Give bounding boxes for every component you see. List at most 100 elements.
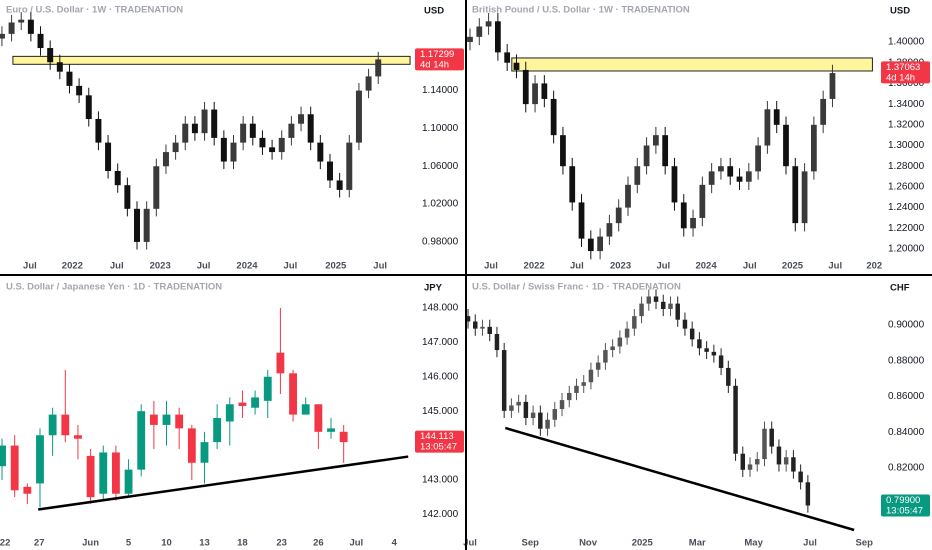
candle-body [581, 382, 586, 386]
candle-body [792, 166, 799, 224]
last-price-box [415, 48, 464, 71]
y-tick-label: 147.000 [422, 337, 459, 348]
y-tick-label: 1.26000 [888, 182, 925, 193]
countdown-label: 4d 14h [420, 59, 449, 70]
y-tick-label: 0.90000 [888, 320, 925, 331]
candle-body [501, 350, 507, 411]
candle-body [516, 401, 521, 406]
candle-body [625, 184, 631, 208]
x-tick-label: 4 [392, 538, 398, 549]
candle-body [550, 98, 557, 136]
candle-body [153, 166, 160, 209]
y-tick-label: 148.000 [422, 303, 459, 314]
x-tick-label: 202 [866, 261, 882, 272]
candle-body [85, 95, 92, 119]
candle-body [485, 21, 492, 27]
candle-body [137, 411, 146, 470]
candle-body [522, 69, 529, 105]
candle-body [494, 21, 501, 53]
x-tick-label: Jul [284, 261, 298, 272]
countdown-label: 13:05:47 [420, 442, 457, 453]
candle-body [652, 135, 659, 146]
candle-body [791, 457, 796, 472]
candle-body [610, 346, 615, 351]
candle-body [726, 367, 731, 386]
candle-body [745, 171, 752, 182]
candle-body [755, 145, 761, 172]
candle-body [639, 303, 644, 317]
candle-body [187, 428, 196, 463]
candle-body [259, 137, 266, 148]
candle-body [690, 217, 696, 229]
currency-label: JPY [424, 283, 443, 294]
candle-body [375, 59, 382, 77]
candle-body [111, 452, 120, 494]
candle-body [278, 137, 285, 153]
candle-body [201, 109, 208, 134]
x-tick-label: 2022 [62, 261, 83, 272]
y-tick-label: 1.22000 [888, 223, 925, 234]
candle-body [567, 392, 572, 401]
candle-body [263, 376, 272, 401]
candle-body [617, 337, 623, 347]
price-zone [12, 55, 411, 65]
chart-title: U.S. Dollar / Japanese Yen · 1D · TRADEN… [6, 282, 222, 293]
candle-body [289, 373, 297, 415]
candle-body [225, 404, 234, 422]
candle-body [124, 185, 131, 209]
candle-body [718, 166, 724, 172]
candle-body [820, 98, 827, 125]
chart-title: U.S. Dollar / Swiss Franc · 1D · TRADENA… [472, 282, 681, 293]
candle-body [578, 202, 585, 239]
candle-body [773, 109, 780, 125]
x-tick-label: Jun [82, 538, 99, 549]
candle-body [530, 412, 536, 418]
candle-body [74, 435, 82, 439]
candle-body [829, 73, 836, 99]
candle-body [509, 405, 514, 411]
x-tick-label: 10 [161, 538, 172, 549]
candle-body [632, 316, 637, 329]
candle-body [143, 208, 150, 242]
candle-body [762, 428, 767, 460]
candle-body [574, 385, 579, 393]
candle-body [662, 135, 669, 167]
x-tick-label: 27 [34, 538, 45, 549]
candle-body [653, 296, 659, 302]
candle-body [23, 486, 32, 494]
x-tick-label: Jul [373, 261, 387, 272]
candle-body [798, 471, 803, 483]
x-tick-label: Mar [689, 538, 706, 549]
candle-body [339, 431, 348, 443]
y-tick-label: 143.000 [422, 475, 459, 486]
x-tick-label: Jul [463, 538, 477, 549]
candle-body [545, 419, 550, 429]
y-tick-label: 1.02000 [422, 199, 459, 210]
candle-body [671, 166, 678, 203]
y-tick-label: 1.40000 [888, 37, 925, 48]
candle-body [238, 402, 247, 406]
candle-body [769, 428, 774, 447]
currency-label: CHF [890, 283, 910, 294]
candle-body [124, 469, 133, 494]
candle-body [365, 76, 372, 91]
y-tick-label: 0.98000 [422, 237, 459, 248]
x-tick-label: 2023 [610, 261, 631, 272]
y-tick-label: 1.10000 [422, 123, 459, 134]
x-tick-label: Jul [828, 261, 842, 272]
candle-body [346, 142, 353, 190]
candle-body [727, 166, 734, 177]
x-tick-label: 2025 [782, 261, 804, 272]
candle-body [697, 339, 702, 349]
candle-body [200, 442, 209, 463]
last-price-box [881, 494, 930, 517]
candle-body [473, 321, 478, 329]
y-tick-label: 142.000 [422, 509, 459, 520]
candle-body [747, 464, 753, 470]
candle-body [317, 142, 324, 162]
y-tick-label: 1.36000 [888, 78, 925, 89]
candle-body [513, 62, 520, 70]
candle-body [99, 452, 108, 494]
candle-body [538, 412, 543, 429]
